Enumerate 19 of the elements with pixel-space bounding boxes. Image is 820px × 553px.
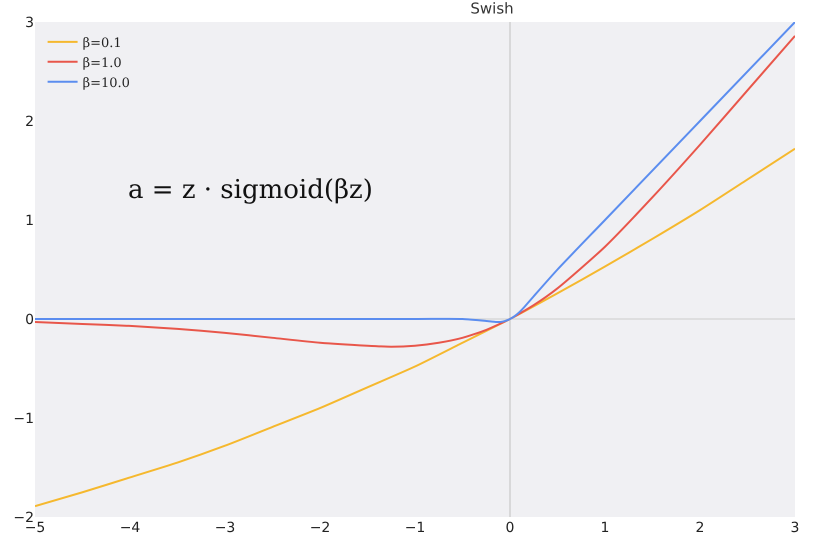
x-tick-label: −4 <box>120 520 140 536</box>
chart-title: Swish <box>470 0 514 18</box>
y-tick-label: 0 <box>25 312 34 328</box>
x-tick-label: −2 <box>310 520 330 536</box>
x-tick-label: 2 <box>696 520 704 536</box>
x-tick-label: −1 <box>404 520 426 536</box>
legend-label: β=1.0 <box>82 56 122 71</box>
y-tick-label: 2 <box>25 114 34 130</box>
x-tick-label: −3 <box>214 520 236 536</box>
y-tick-label: 3 <box>25 14 34 31</box>
y-tick-label: −1 <box>13 410 34 427</box>
legend-label: β=0.1 <box>82 36 122 51</box>
y-tick-label: 1 <box>25 212 34 229</box>
x-tick-label: 0 <box>506 520 514 536</box>
x-tick-label: 1 <box>600 520 610 536</box>
x-tick-label: 3 <box>790 520 800 536</box>
annotation: a = z · sigmoid(βz) <box>128 175 373 205</box>
legend-label: β=10.0 <box>82 76 130 91</box>
line-series <box>35 148 795 508</box>
